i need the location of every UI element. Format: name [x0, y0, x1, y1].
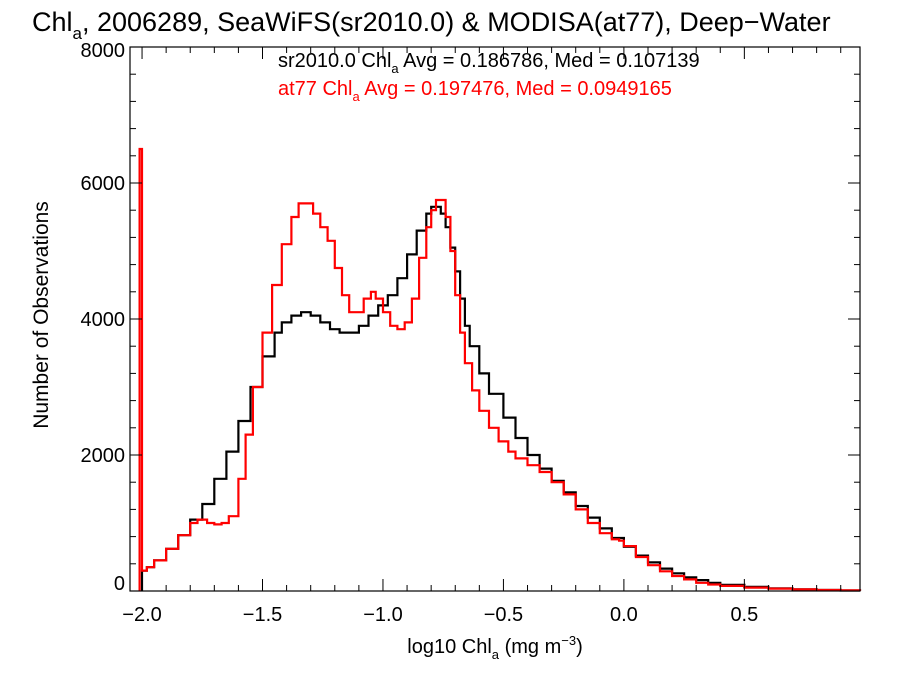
legend-entry-at77: at77 Chla Avg = 0.197476, Med = 0.094916…: [278, 78, 672, 104]
x-tick-label: −1.5: [243, 604, 282, 626]
y-tick-label: 6000: [81, 173, 126, 195]
x-tick-label: −1.0: [363, 604, 402, 626]
x-axis-label: log10 Chla (mg m−3): [407, 633, 582, 662]
y-tick-label: 4000: [81, 309, 126, 331]
x-tick-label: −2.0: [122, 604, 161, 626]
y-tick-label: 8000: [81, 40, 126, 62]
series-line-1: [138, 147, 862, 592]
y-tick-label: 0: [114, 573, 125, 595]
legend: sr2010.0 Chla Avg = 0.186786, Med = 0.10…: [278, 50, 700, 104]
chart-title: Chla, 2006289, SeaWiFS(sr2010.0) & MODIS…: [32, 7, 831, 43]
x-tick-label: −0.5: [484, 604, 523, 626]
x-tick-label: 0.5: [730, 604, 758, 626]
x-tick-label: 0.0: [610, 604, 638, 626]
legend-entry-sr2010: sr2010.0 Chla Avg = 0.186786, Med = 0.10…: [278, 50, 700, 76]
axes-layer: −2.0 −1.5 −1.0 −0.5 0.0 0.5 0 2000 4000 6000 8000: [81, 40, 861, 626]
y-axis-label: Number of Observations: [30, 201, 53, 429]
y-tick-label: 2000: [81, 445, 126, 467]
series-layer: [138, 147, 862, 592]
series-line-0: [140, 205, 862, 592]
